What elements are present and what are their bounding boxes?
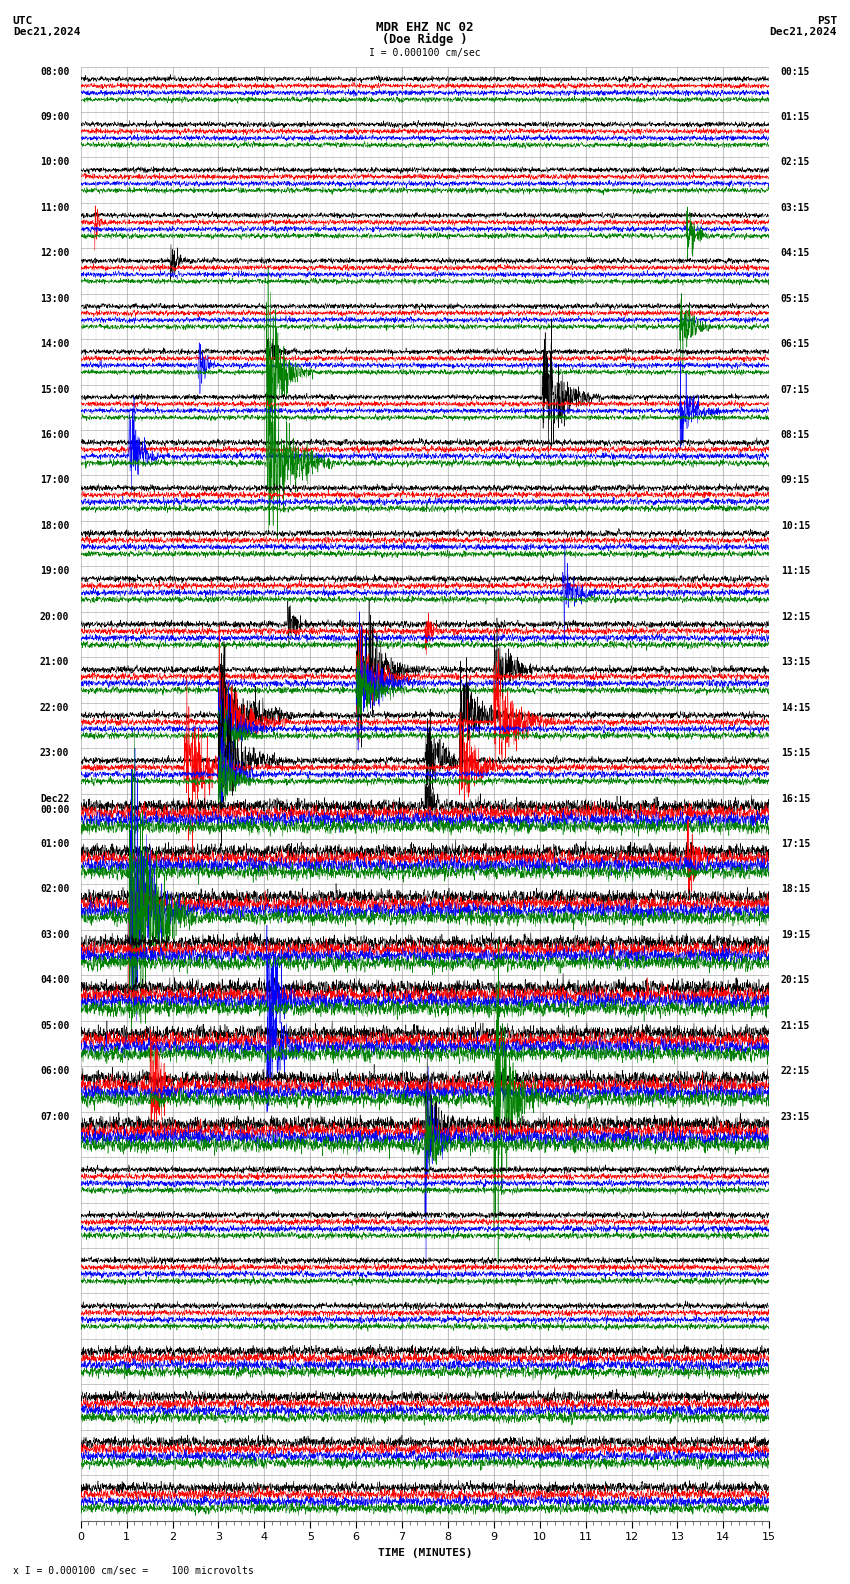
X-axis label: TIME (MINUTES): TIME (MINUTES) — [377, 1548, 473, 1559]
Text: 19:15: 19:15 — [780, 930, 810, 939]
Text: 15:00: 15:00 — [40, 385, 70, 394]
Text: 14:15: 14:15 — [780, 703, 810, 713]
Text: 06:15: 06:15 — [780, 339, 810, 348]
Text: 07:15: 07:15 — [780, 385, 810, 394]
Text: 09:15: 09:15 — [780, 475, 810, 486]
Text: 17:00: 17:00 — [40, 475, 70, 486]
Text: 22:00: 22:00 — [40, 703, 70, 713]
Text: 10:15: 10:15 — [780, 521, 810, 531]
Text: I = 0.000100 cm/sec: I = 0.000100 cm/sec — [369, 48, 481, 57]
Text: 18:00: 18:00 — [40, 521, 70, 531]
Text: 21:00: 21:00 — [40, 657, 70, 667]
Text: MDR EHZ NC 02: MDR EHZ NC 02 — [377, 21, 473, 33]
Text: 06:00: 06:00 — [40, 1066, 70, 1076]
Text: UTC: UTC — [13, 16, 33, 25]
Text: 09:00: 09:00 — [40, 112, 70, 122]
Text: 12:00: 12:00 — [40, 249, 70, 258]
Text: 03:00: 03:00 — [40, 930, 70, 939]
Text: 21:15: 21:15 — [780, 1020, 810, 1031]
Text: 01:00: 01:00 — [40, 840, 70, 849]
Text: 03:15: 03:15 — [780, 203, 810, 212]
Text: 16:00: 16:00 — [40, 429, 70, 440]
Text: 04:15: 04:15 — [780, 249, 810, 258]
Text: 04:00: 04:00 — [40, 976, 70, 985]
Text: 08:00: 08:00 — [40, 67, 70, 76]
Text: 02:15: 02:15 — [780, 157, 810, 168]
Text: 22:15: 22:15 — [780, 1066, 810, 1076]
Text: 05:00: 05:00 — [40, 1020, 70, 1031]
Text: 17:15: 17:15 — [780, 840, 810, 849]
Text: PST: PST — [817, 16, 837, 25]
Text: 23:15: 23:15 — [780, 1112, 810, 1121]
Text: 19:00: 19:00 — [40, 567, 70, 577]
Text: 11:00: 11:00 — [40, 203, 70, 212]
Text: 23:00: 23:00 — [40, 748, 70, 759]
Text: 00:15: 00:15 — [780, 67, 810, 76]
Text: 13:15: 13:15 — [780, 657, 810, 667]
Text: Dec22
00:00: Dec22 00:00 — [40, 794, 70, 816]
Text: 10:00: 10:00 — [40, 157, 70, 168]
Text: 08:15: 08:15 — [780, 429, 810, 440]
Text: 01:15: 01:15 — [780, 112, 810, 122]
Text: 20:00: 20:00 — [40, 611, 70, 623]
Text: 11:15: 11:15 — [780, 567, 810, 577]
Text: 20:15: 20:15 — [780, 976, 810, 985]
Text: 12:15: 12:15 — [780, 611, 810, 623]
Text: (Doe Ridge ): (Doe Ridge ) — [382, 33, 468, 46]
Text: 07:00: 07:00 — [40, 1112, 70, 1121]
Text: 18:15: 18:15 — [780, 884, 810, 895]
Text: 15:15: 15:15 — [780, 748, 810, 759]
Text: Dec21,2024: Dec21,2024 — [13, 27, 80, 36]
Text: 02:00: 02:00 — [40, 884, 70, 895]
Text: 05:15: 05:15 — [780, 293, 810, 304]
Text: 13:00: 13:00 — [40, 293, 70, 304]
Text: x I = 0.000100 cm/sec =    100 microvolts: x I = 0.000100 cm/sec = 100 microvolts — [13, 1567, 253, 1576]
Text: 14:00: 14:00 — [40, 339, 70, 348]
Text: 16:15: 16:15 — [780, 794, 810, 803]
Text: Dec21,2024: Dec21,2024 — [770, 27, 837, 36]
